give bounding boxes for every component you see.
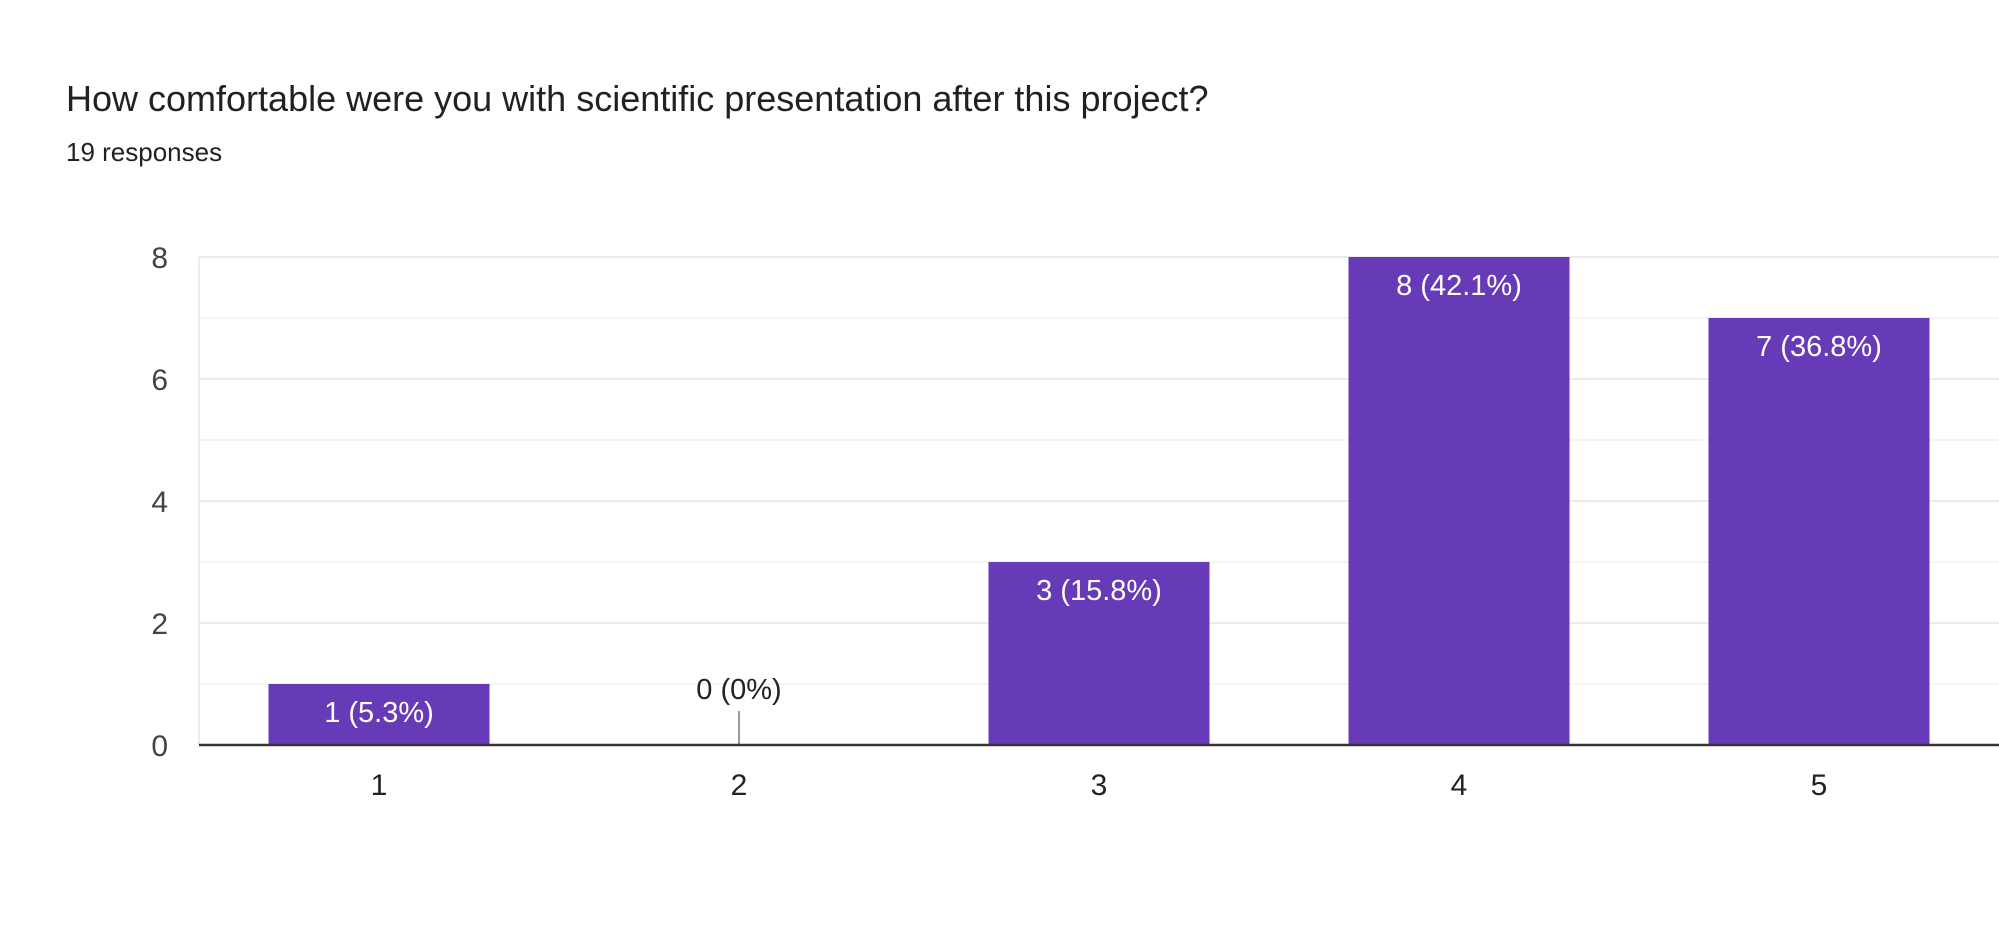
data-label: 3 (15.8%) — [1036, 575, 1162, 607]
y-tick-label: 4 — [151, 486, 168, 519]
data-label: 7 (36.8%) — [1756, 331, 1882, 363]
y-tick-label: 6 — [151, 364, 168, 397]
bar-5 — [1708, 318, 1930, 745]
x-tick-label: 3 — [1091, 769, 1108, 802]
data-label: 1 (5.3%) — [324, 697, 434, 729]
bar-1 — [268, 684, 490, 745]
y-tick-label: 8 — [151, 242, 168, 275]
x-tick-label: 2 — [731, 769, 748, 802]
data-label: 8 (42.1%) — [1396, 270, 1522, 302]
bar-3 — [988, 562, 1210, 745]
x-tick-label: 5 — [1811, 769, 1828, 802]
y-tick-label: 0 — [151, 730, 168, 763]
x-tick-label: 4 — [1451, 769, 1468, 802]
data-label: 0 (0%) — [696, 674, 781, 706]
bar-4 — [1348, 257, 1570, 745]
y-tick-label: 2 — [151, 608, 168, 641]
chart-title: How comfortable were you with scientific… — [66, 78, 1209, 119]
x-tick-label: 1 — [371, 769, 388, 802]
response-count: 19 responses — [66, 137, 223, 167]
